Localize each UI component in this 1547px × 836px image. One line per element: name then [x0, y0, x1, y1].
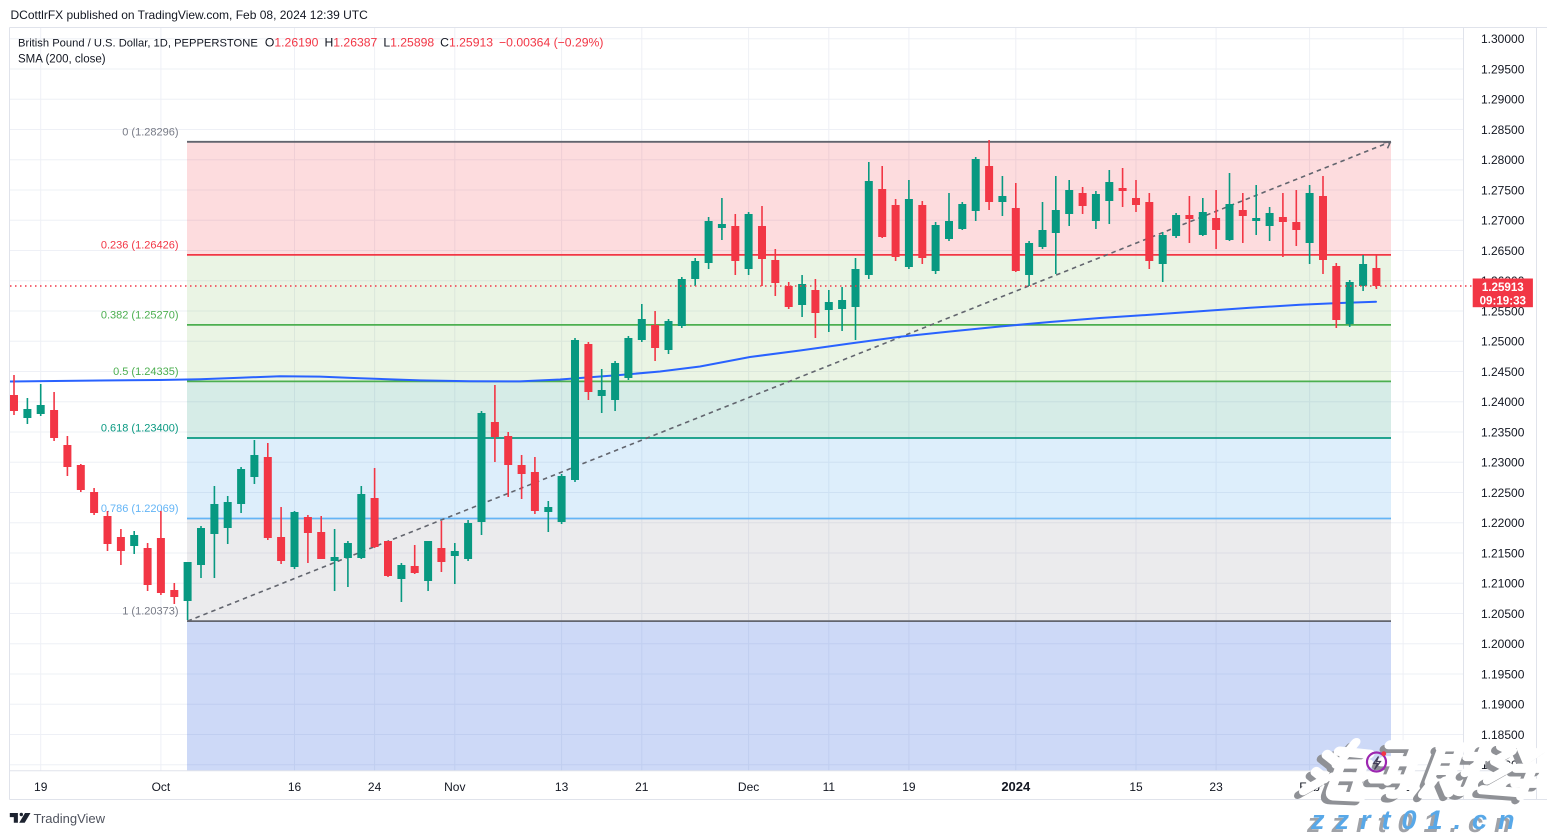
svg-text:2024: 2024 [1001, 779, 1031, 794]
svg-text:19: 19 [34, 780, 48, 794]
svg-text:19: 19 [902, 780, 916, 794]
svg-text:TradingView: TradingView [34, 811, 106, 826]
svg-text:0.618 (1.23400): 0.618 (1.23400) [101, 423, 179, 435]
svg-text:0.786 (1.22069): 0.786 (1.22069) [101, 503, 179, 515]
svg-text:SMA (200, close): SMA (200, close) [18, 54, 106, 66]
svg-text:Nov: Nov [444, 780, 465, 794]
svg-text:1.27000: 1.27000 [1481, 214, 1525, 228]
svg-text:1.21500: 1.21500 [1481, 546, 1525, 560]
svg-text:21: 21 [635, 780, 649, 794]
svg-text:Dec: Dec [738, 780, 759, 794]
svg-text:09:19:33: 09:19:33 [1480, 295, 1527, 308]
svg-text:zzrt01.cn: zzrt01.cn [1310, 805, 1526, 835]
svg-text:DCottlrFX published on Trading: DCottlrFX published on TradingView.com, … [11, 8, 369, 22]
svg-text:zzrt01.cn: zzrt01.cn [1306, 808, 1522, 836]
svg-text:1.18500: 1.18500 [1481, 728, 1525, 742]
svg-text:1.25913: 1.25913 [1482, 281, 1524, 294]
svg-text:1.22000: 1.22000 [1481, 516, 1525, 530]
svg-text:0.382 (1.25270): 0.382 (1.25270) [101, 309, 179, 321]
svg-text:British Pound / U.S. Dollar, 1: British Pound / U.S. Dollar, 1D, PEPPERS… [18, 36, 603, 50]
svg-text:1.20000: 1.20000 [1481, 637, 1525, 651]
svg-text:1.20500: 1.20500 [1481, 607, 1525, 621]
svg-text:1.23500: 1.23500 [1481, 425, 1525, 439]
svg-text:1.29000: 1.29000 [1481, 93, 1525, 107]
svg-text:23: 23 [1209, 780, 1223, 794]
svg-text:1 (1.20373): 1 (1.20373) [122, 606, 178, 618]
svg-text:1.25000: 1.25000 [1481, 335, 1525, 349]
svg-text:24: 24 [368, 780, 382, 794]
svg-text:1.26500: 1.26500 [1481, 244, 1525, 258]
svg-text:16: 16 [288, 780, 302, 794]
svg-text:1.19000: 1.19000 [1481, 698, 1525, 712]
svg-text:1.19500: 1.19500 [1481, 667, 1525, 681]
svg-text:1.28500: 1.28500 [1481, 123, 1525, 137]
svg-text:1.28000: 1.28000 [1481, 153, 1525, 167]
svg-text:0 (1.28296): 0 (1.28296) [122, 126, 178, 138]
svg-text:0.236 (1.26426): 0.236 (1.26426) [101, 239, 179, 251]
svg-text:1.29500: 1.29500 [1481, 62, 1525, 76]
svg-text:15: 15 [1129, 780, 1143, 794]
svg-text:1.25500: 1.25500 [1481, 304, 1525, 318]
svg-text:1.30000: 1.30000 [1481, 32, 1525, 46]
svg-text:1.21000: 1.21000 [1481, 577, 1525, 591]
svg-text:1.24000: 1.24000 [1481, 395, 1525, 409]
svg-text:13: 13 [555, 780, 569, 794]
svg-text:1.22500: 1.22500 [1481, 486, 1525, 500]
svg-text:Oct: Oct [152, 780, 171, 794]
svg-text:0.5 (1.24335): 0.5 (1.24335) [113, 366, 178, 378]
svg-text:1.27500: 1.27500 [1481, 183, 1525, 197]
svg-text:1.24500: 1.24500 [1481, 365, 1525, 379]
svg-text:1.23000: 1.23000 [1481, 456, 1525, 470]
svg-text:11: 11 [823, 780, 836, 794]
